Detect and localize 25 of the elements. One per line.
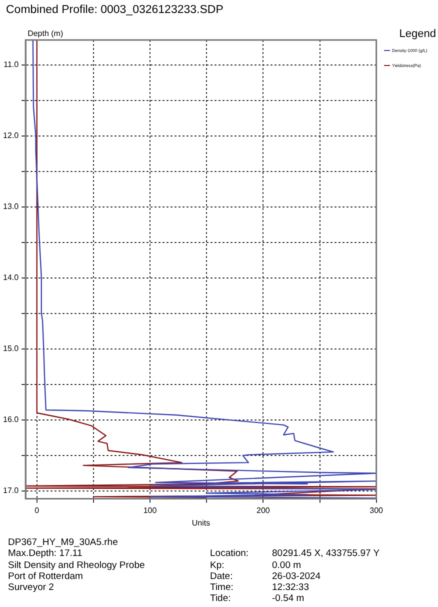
text: Tide: -0.54 m xyxy=(210,593,304,604)
y-tick-label: 15.0 xyxy=(2,344,20,354)
text: Surveyor 2 xyxy=(8,582,55,594)
text: DP367_HY_M9_30A5.rhe xyxy=(8,537,119,548)
y-tick-label: 17.0 xyxy=(2,486,20,496)
text: Date: 26-03-2024 xyxy=(210,570,321,582)
text: Kp: 0.00 m xyxy=(210,560,302,571)
text: Time: 12:32:33 xyxy=(210,582,309,594)
y-axis-title: Depth (m) xyxy=(28,29,64,38)
text: Port of Rotterdam xyxy=(8,570,84,582)
text: Location: 80291.45 X, 433755.97 Y xyxy=(210,548,380,560)
y-tick-label: 13.0 xyxy=(2,202,20,212)
legend-title: Legend xyxy=(398,28,437,40)
y-tick-label: 12.0 xyxy=(2,131,20,140)
x-tick-label: 0 xyxy=(34,506,40,515)
x-tick-label: 300 xyxy=(370,506,384,515)
text: Max.Depth: 17.11 xyxy=(8,548,84,560)
x-axis-title: Units xyxy=(192,518,210,528)
y-tick-label: 11.0 xyxy=(4,60,20,70)
chart-title: Combined Profile: 0003_0326123233.SDP xyxy=(6,4,224,16)
text: Silt Density and Rheology Probe xyxy=(8,560,145,571)
y-tick-label: 14.0 xyxy=(2,273,20,282)
x-tick-label: 200 xyxy=(256,506,270,515)
y-tick-label: 16.0 xyxy=(2,415,20,424)
x-tick-label: 100 xyxy=(143,506,158,515)
